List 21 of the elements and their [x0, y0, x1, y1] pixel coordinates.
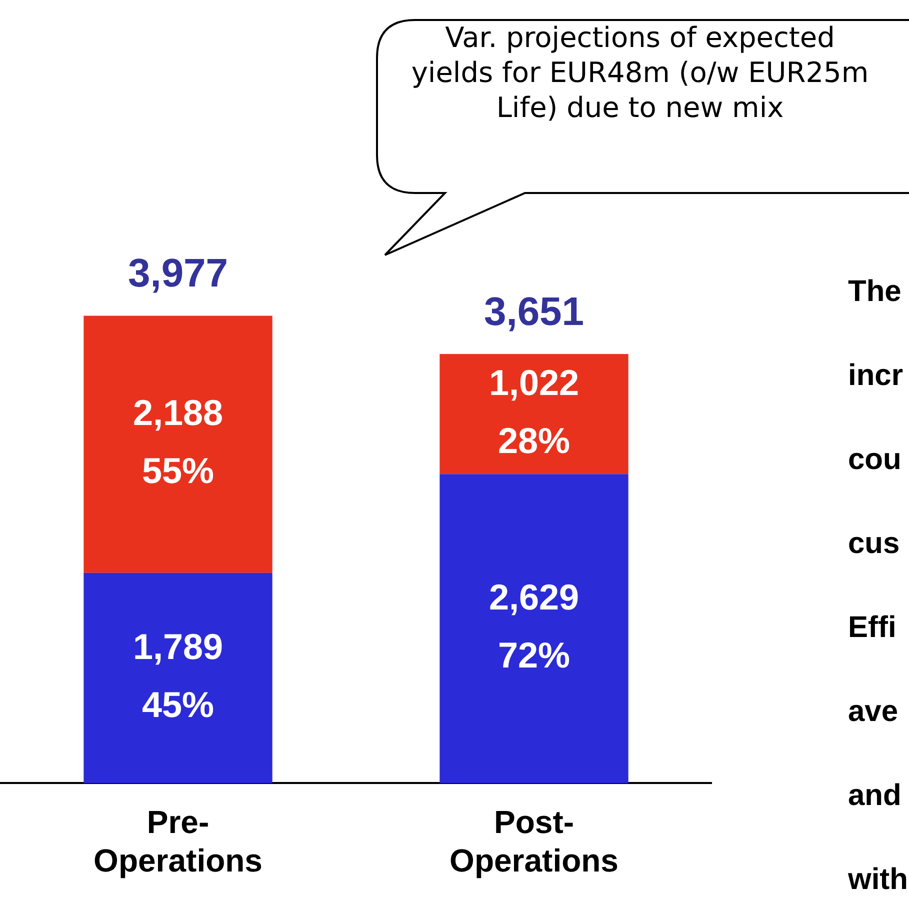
text: ave [848, 695, 898, 729]
data-label: 1,022 28% [488, 362, 580, 462]
bar [440, 474, 628, 784]
text: incr [848, 359, 904, 393]
bar [84, 572, 272, 784]
text: Var. projections of expected yields for EUR48m (o/w EUR25m Life) due to new mix [410, 20, 870, 125]
data-label: 2,188 55% [132, 392, 224, 492]
bar [84, 316, 272, 573]
total-label: 3,977 [128, 252, 228, 296]
text: with [848, 863, 908, 897]
data-label: 1,789 45% [132, 626, 224, 725]
x-tick-label: Post- Operations [450, 804, 618, 879]
total-label: 3,651 [484, 290, 584, 334]
x-tick-label: Pre- Operations [94, 804, 262, 879]
text: The [848, 275, 902, 309]
data-label: 2,629 72% [488, 576, 580, 676]
text: and [848, 779, 902, 813]
text: cou [848, 443, 902, 477]
bar [440, 354, 628, 474]
text: Effi [848, 611, 896, 645]
text: cus [848, 527, 900, 561]
